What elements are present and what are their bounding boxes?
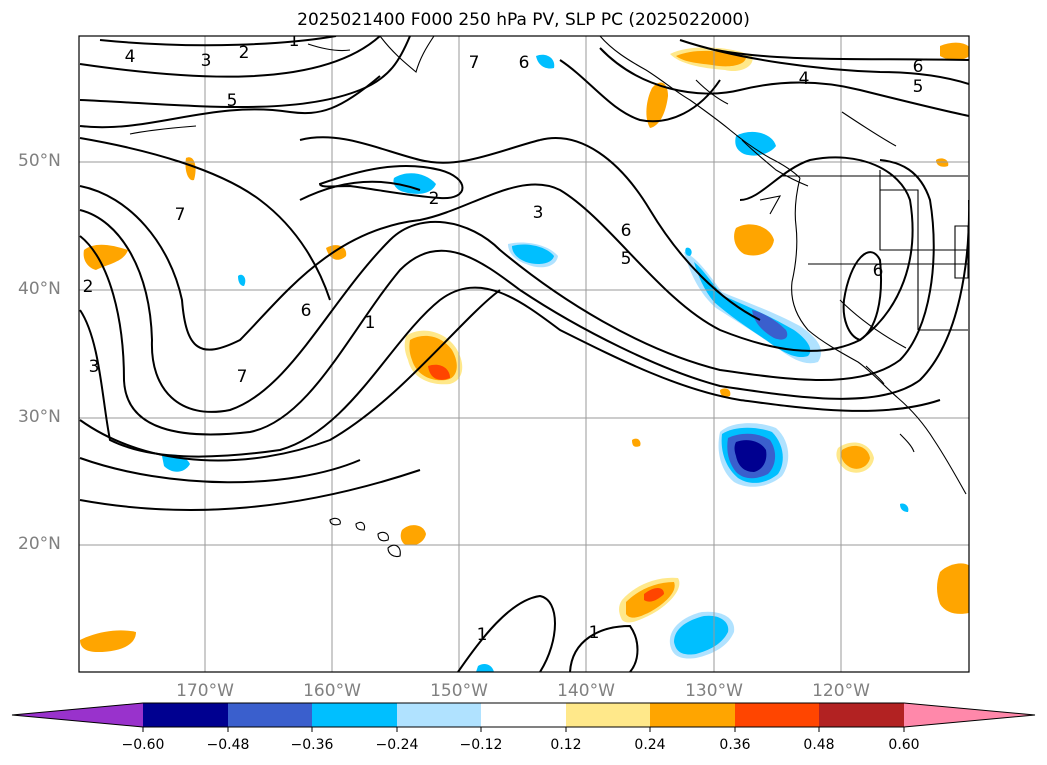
- lon-label: 160°W: [303, 681, 361, 701]
- contour-label: 2: [83, 277, 94, 297]
- contour-label: 3: [201, 51, 212, 71]
- colorbar: [11, 702, 1036, 732]
- colorbar-tick-label: 0.36: [719, 737, 751, 753]
- colorbar-extend-low: [12, 703, 143, 727]
- contour-label: 6: [873, 261, 884, 281]
- colorbar-segment: [312, 703, 397, 727]
- lon-label: 120°W: [812, 681, 870, 701]
- colorbar-segment: [143, 703, 228, 727]
- colorbar-tick-label: 0.24: [634, 737, 666, 753]
- slp-contours: [79, 36, 969, 672]
- colorbar-segment: [650, 703, 735, 727]
- lon-label: 150°W: [430, 681, 488, 701]
- colorbar-segment: [481, 703, 566, 727]
- plot-area: [79, 36, 969, 672]
- contour-label: 5: [913, 77, 924, 97]
- colorbar-segment: [397, 703, 481, 727]
- lat-label: 20°N: [18, 534, 61, 554]
- contour-label: 6: [519, 53, 530, 73]
- lat-label: 40°N: [18, 279, 61, 299]
- map-title: 2025021400 F000 250 hPa PV, SLP PC (2025…: [297, 10, 750, 30]
- map-frame: [78, 35, 970, 673]
- colorbar-tick-label: 0.12: [550, 737, 582, 753]
- lon-label: 130°W: [685, 681, 743, 701]
- contour-label: 1: [365, 313, 376, 333]
- contour-label: 3: [89, 357, 100, 377]
- colorbar-extend-high: [904, 703, 1035, 727]
- lat-label: 50°N: [18, 151, 61, 171]
- colorbar-segment: [228, 703, 312, 727]
- colorbar-segment: [566, 703, 650, 727]
- contour-labels: 4 3 2 1 7 6 6 5 4 5 2 7 3 6 5 6 6 7 1 2 …: [83, 31, 924, 645]
- pv-shading: [80, 42, 969, 672]
- contour-label: 1: [477, 625, 488, 645]
- contour-label: 7: [237, 367, 248, 387]
- colorbar-tick-label: −0.24: [375, 737, 419, 753]
- contour-label: 1: [589, 623, 600, 643]
- positive-anomalies: [80, 42, 969, 652]
- contour-label: 6: [621, 221, 632, 241]
- colorbar-segment: [819, 703, 904, 727]
- contour-label: 2: [239, 43, 250, 63]
- contour-label: 6: [913, 57, 924, 77]
- colorbar-tick-label: 0.60: [888, 737, 920, 753]
- lon-label: 140°W: [557, 681, 615, 701]
- lat-label: 30°N: [18, 407, 61, 427]
- contour-label: 7: [469, 53, 480, 73]
- lon-label: 170°W: [176, 681, 234, 701]
- colorbar-tick-label: 0.48: [803, 737, 835, 753]
- negative-anomalies: [162, 54, 909, 672]
- contour-label: 1: [289, 31, 300, 51]
- contour-label: 2: [429, 189, 440, 209]
- colorbar-segment: [735, 703, 819, 727]
- colorbar-tick-label: −0.48: [206, 737, 250, 753]
- contour-label: 6: [301, 301, 312, 321]
- colorbar-tick-label: −0.12: [459, 737, 503, 753]
- contour-label: 7: [175, 205, 186, 225]
- contour-label: 5: [227, 91, 238, 111]
- contour-label: 4: [125, 47, 136, 67]
- contour-label: 4: [799, 69, 810, 89]
- contour-label: 5: [621, 249, 632, 269]
- colorbar-tick-label: −0.36: [290, 737, 334, 753]
- grid-lines: [79, 36, 969, 672]
- contour-label: 3: [533, 203, 544, 223]
- colorbar-tick-label: −0.60: [121, 737, 165, 753]
